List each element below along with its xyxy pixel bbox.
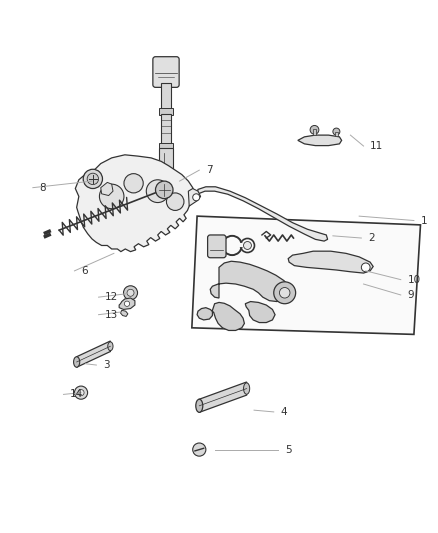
Text: 3: 3	[103, 360, 110, 370]
Polygon shape	[120, 310, 128, 317]
Polygon shape	[199, 382, 247, 413]
Circle shape	[279, 287, 290, 298]
Polygon shape	[197, 187, 328, 241]
Polygon shape	[288, 251, 373, 273]
Circle shape	[146, 180, 169, 203]
Bar	[161, 83, 171, 109]
Polygon shape	[77, 341, 110, 367]
Text: 10: 10	[407, 274, 420, 285]
Text: 9: 9	[407, 290, 414, 300]
Circle shape	[361, 263, 370, 272]
Circle shape	[78, 390, 84, 395]
Polygon shape	[245, 302, 275, 322]
Text: 11: 11	[370, 141, 383, 151]
Circle shape	[83, 169, 102, 189]
Circle shape	[99, 184, 124, 209]
Circle shape	[74, 386, 88, 399]
Bar	[159, 108, 173, 115]
Ellipse shape	[196, 399, 203, 413]
FancyBboxPatch shape	[153, 56, 179, 87]
Circle shape	[193, 194, 200, 201]
Ellipse shape	[108, 342, 113, 351]
Text: 2: 2	[368, 233, 374, 243]
Polygon shape	[188, 189, 201, 206]
Polygon shape	[197, 302, 244, 330]
Circle shape	[124, 286, 138, 300]
Bar	[335, 132, 338, 136]
Text: 5: 5	[285, 446, 291, 456]
Ellipse shape	[244, 383, 250, 394]
Polygon shape	[119, 298, 135, 310]
Circle shape	[155, 181, 173, 199]
Polygon shape	[192, 216, 420, 334]
Circle shape	[193, 443, 206, 456]
Text: 6: 6	[81, 266, 88, 276]
Text: 12: 12	[105, 292, 118, 302]
Bar	[159, 148, 173, 181]
Polygon shape	[298, 135, 342, 146]
Circle shape	[310, 125, 319, 134]
FancyBboxPatch shape	[208, 235, 226, 258]
Text: 14: 14	[70, 390, 83, 399]
Circle shape	[87, 173, 99, 184]
Text: 1: 1	[420, 215, 427, 225]
Text: 8: 8	[39, 183, 46, 192]
Circle shape	[124, 174, 143, 193]
Bar	[313, 130, 316, 135]
Text: 4: 4	[280, 407, 287, 417]
Bar	[161, 114, 171, 144]
Circle shape	[127, 289, 134, 296]
Text: 7: 7	[206, 165, 212, 175]
Bar	[159, 142, 173, 149]
Circle shape	[166, 193, 184, 211]
Polygon shape	[75, 155, 195, 252]
Circle shape	[333, 128, 340, 135]
Ellipse shape	[74, 357, 80, 367]
Circle shape	[124, 301, 130, 306]
Text: 13: 13	[105, 310, 118, 320]
Polygon shape	[210, 261, 291, 302]
Circle shape	[244, 241, 251, 249]
Circle shape	[274, 282, 296, 304]
Circle shape	[160, 179, 172, 190]
Polygon shape	[101, 182, 113, 196]
